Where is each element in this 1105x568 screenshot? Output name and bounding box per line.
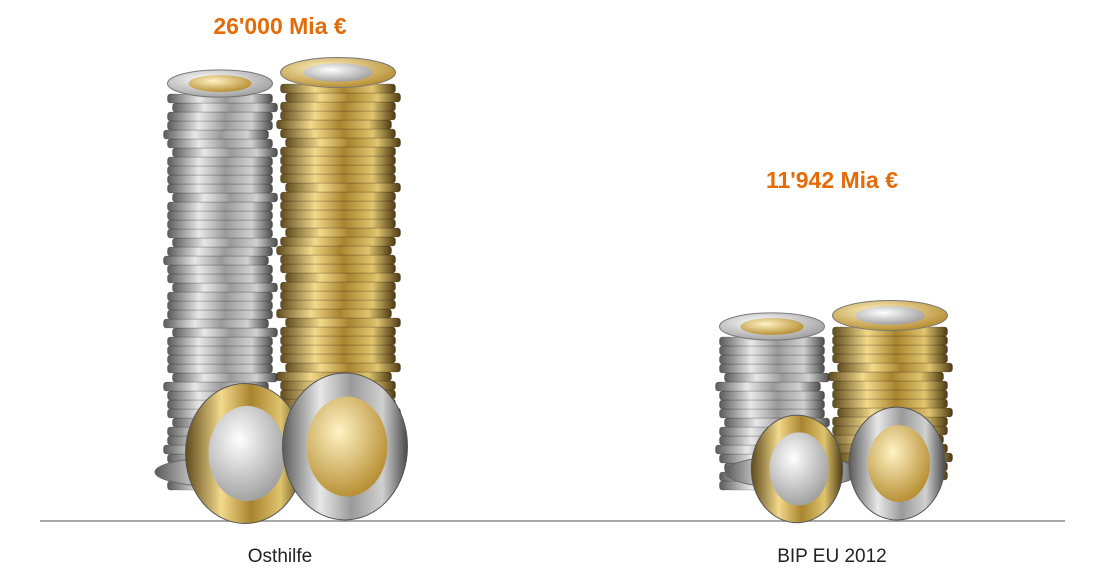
coin-edge <box>277 246 392 255</box>
coin-edge <box>281 192 396 201</box>
coin-edge <box>281 174 396 183</box>
coin-front-inner <box>868 425 930 502</box>
coin-edge <box>168 310 273 319</box>
coin-edge <box>281 111 396 120</box>
coin-edge <box>281 156 396 165</box>
value-label: 26'000 Mia € <box>213 13 347 39</box>
page: {"chart_data": {"type": "bar", "categori… <box>0 0 1105 568</box>
coin-edge <box>168 202 273 211</box>
coin-edge <box>281 300 396 309</box>
value-label: 11'942 Mia € <box>766 167 898 193</box>
coin-edge <box>281 219 396 228</box>
coin-edge <box>281 201 396 210</box>
coin-bar <box>716 301 953 523</box>
coin-edge <box>164 130 269 139</box>
coin-edge <box>277 120 392 129</box>
coin-edge <box>281 336 396 345</box>
coin-edge <box>281 264 396 273</box>
coin-edge <box>281 165 396 174</box>
coin-edge <box>833 390 948 399</box>
coin-edge <box>281 354 396 363</box>
coin-edge <box>281 255 396 264</box>
coin-edge <box>168 220 273 229</box>
coin-edge <box>168 184 273 193</box>
coin-edge <box>168 265 273 274</box>
coin-edge <box>168 157 273 166</box>
coin-edge <box>833 354 948 363</box>
coin-edge <box>281 345 396 354</box>
chart: 26'000 Mia € Osthilfe 11'942 Mia € BIP EU 2… <box>0 0 1105 568</box>
coin-edge <box>168 364 273 373</box>
coin-edge <box>168 112 273 121</box>
coin-edge <box>833 336 948 345</box>
coin-front-inner <box>307 397 388 497</box>
coin-edge <box>281 129 396 138</box>
coin-inner <box>189 75 252 92</box>
coin-edge <box>281 327 396 336</box>
coin-edge <box>173 103 278 112</box>
coin-edge <box>281 147 396 156</box>
coin-edge <box>168 121 273 130</box>
coin-edge <box>164 256 269 265</box>
coin-edge <box>833 345 948 354</box>
coin-bar <box>155 58 407 524</box>
x-tick-label: Osthilfe <box>248 546 312 567</box>
coin-inner <box>741 318 804 335</box>
coin-edge <box>833 399 948 408</box>
x-tick-label: BIP EU 2012 <box>777 546 887 567</box>
coin-edge <box>168 301 273 310</box>
coin-edge <box>168 346 273 355</box>
coin-edge <box>720 400 825 409</box>
coin-edge <box>720 355 825 364</box>
coin-inner <box>304 63 373 81</box>
coin-edge <box>838 363 953 372</box>
coin-edge <box>833 381 948 390</box>
coin-edge <box>286 183 401 192</box>
coin-edge <box>168 337 273 346</box>
coin-edge <box>168 166 273 175</box>
coin-edge <box>286 93 401 102</box>
coin-edge <box>173 283 278 292</box>
coin-edge <box>720 364 825 373</box>
coin-edge <box>281 291 396 300</box>
coin-edge <box>716 382 821 391</box>
coin-front-inner <box>209 406 286 501</box>
coin-edge <box>281 282 396 291</box>
coin-edge <box>286 228 401 237</box>
coin-edge <box>173 328 278 337</box>
coin-edge <box>168 229 273 238</box>
coin-edge <box>720 391 825 400</box>
coin-edge <box>286 318 401 327</box>
coin-edge <box>286 138 401 147</box>
coin-edge <box>168 292 273 301</box>
coin-edge <box>173 373 278 382</box>
coin-edge <box>286 273 401 282</box>
coin-edge <box>164 319 269 328</box>
coin-inner <box>856 306 925 324</box>
coin-edge <box>168 247 273 256</box>
coin-edge <box>286 363 401 372</box>
coin-edge <box>277 309 392 318</box>
coin-edge <box>829 372 944 381</box>
coin-edge <box>281 102 396 111</box>
coin-edge <box>720 346 825 355</box>
coin-edge <box>173 238 278 247</box>
coin-edge <box>725 373 830 382</box>
coin-edge <box>168 175 273 184</box>
coin-edge <box>173 148 278 157</box>
coin-edge <box>168 355 273 364</box>
coin-front-inner <box>769 432 828 505</box>
coin-edge <box>173 193 278 202</box>
coin-edge <box>168 274 273 283</box>
coin-edge <box>168 211 273 220</box>
coin-edge <box>168 139 273 148</box>
coin-edge <box>281 210 396 219</box>
coin-edge <box>281 237 396 246</box>
